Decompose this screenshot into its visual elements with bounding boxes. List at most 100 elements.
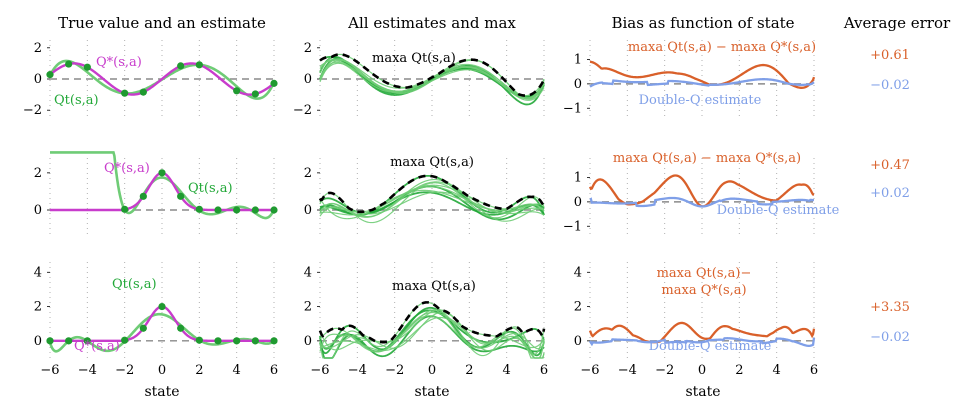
sample-point [65,337,73,345]
y-tick-label: 2 [304,41,312,56]
label-bias-row2: maxa Qt(s,a) − maxa Q*(s,a) [613,151,801,166]
sample-point [177,62,185,70]
x-tick-label: 4 [773,363,781,378]
avg-error-dq-row3: −0.02 [870,330,910,345]
sample-point [121,336,129,344]
label-estimate-row1: Qt(s,a) [54,93,99,108]
estimate-curve [319,301,545,359]
y-tick-label: 1 [574,53,582,68]
x-tick-label: 0 [428,363,436,378]
y-tick-label: 2 [304,166,312,181]
x-tick-label: 6 [810,363,818,378]
panel-row1-true-and-estimate: −2 0 2 [23,40,278,118]
avg-error-q-row3: +3.35 [870,300,910,315]
x-tick-label: 2 [195,363,203,378]
sample-point [177,192,185,200]
x-tick-label: 6 [270,363,278,378]
sample-point [214,337,222,345]
avg-error-dq-row1: −0.02 [870,78,910,93]
xlabel-col1: state [144,384,179,400]
sample-point [251,90,259,98]
double-q-bias-curve [589,196,815,208]
y-tick-label: 2 [304,300,312,315]
max-estimate-curve [318,174,545,214]
sample-point [270,337,278,345]
y-tick-label: 0 [34,72,42,87]
x-tick-label: −2 [655,363,674,378]
double-q-bias-curve [589,78,815,88]
x-tick-label: −6 [40,363,59,378]
y-tick-label: 0 [304,203,312,218]
label-max-estimate-row1: maxa Qt(s,a) [372,51,456,66]
sample-point [121,205,129,213]
x-tick-label: −6 [310,363,329,378]
label-true-value-row2: Q*(s,a) [104,161,150,176]
col4-title: Average error [843,14,951,32]
sample-point [233,87,241,95]
avg-error-q-row1: +0.61 [870,48,910,63]
avg-error-dq-row2: +0.02 [870,186,910,201]
sample-point [65,60,73,68]
y-tick-label: 2 [34,300,42,315]
x-tick-label: 0 [158,363,166,378]
x-tick-label: −4 [78,363,97,378]
true-value-curve [50,305,274,343]
estimate-curve [319,311,545,353]
x-tick-label: 4 [233,363,241,378]
y-tick-label: 4 [574,265,582,280]
xlabel-col2: state [414,384,449,400]
sample-point [233,337,241,345]
panel-row1-bias: −1 0 1 [563,40,816,118]
double-q-bias-curve [588,337,816,347]
sample-point [214,206,222,214]
y-tick-label: 4 [34,265,42,280]
y-tick-label: 0 [574,195,582,210]
y-tick-label: 2 [574,300,582,315]
sample-point [139,324,147,332]
avg-error-q-row2: +0.47 [870,158,910,173]
x-tick-label: −4 [618,363,637,378]
sample-point [251,206,259,214]
label-double-q-row2: Double-Q estimate [717,203,840,218]
x-tick-label: 2 [735,363,743,378]
q-learning-bias-curve [588,321,816,344]
q-learning-bias-curve [589,60,816,89]
panel-row2-all-estimates: 02 [304,158,545,236]
estimate-curve [319,309,545,359]
y-tick-label: 2 [34,41,42,56]
y-tick-label: 4 [304,265,312,280]
y-tick-label: 0 [34,334,42,349]
col1-title: True value and an estimate [58,14,266,32]
estimate-curve [319,316,545,359]
max-estimate-curve [319,53,546,97]
panel-row3-all-estimates: 0 2 4 −6 −4 −2 0 2 4 6 [304,262,548,378]
sample-point [121,89,129,97]
y-tick-label: 0 [574,77,582,92]
max-estimate-curve [318,301,546,344]
label-true-value-row1: Q*(s,a) [96,55,142,70]
estimate-curve [319,58,545,100]
estimate-curve [319,182,545,224]
x-tick-label: −2 [385,363,404,378]
panel-row3-bias: 0 2 4 −6 −4 −2 0 2 4 6 [574,262,818,378]
sample-point [270,206,278,214]
sample-point [83,337,91,345]
x-tick-label: 6 [540,363,548,378]
sample-point [195,336,203,344]
label-bias-row3-line1: maxa Qt(s,a)− [657,266,752,281]
sample-point [46,71,54,79]
estimate-curve [319,178,545,222]
y-tick-label: 0 [574,334,582,349]
y-tick-label: 1 [574,171,582,186]
sample-point [270,79,278,87]
x-tick-label: −2 [115,363,134,378]
sample-point [158,169,166,177]
label-bias-row3-line2: maxa Q*(s,a) [661,283,746,298]
label-estimate-row3: Qt(s,a) [112,277,157,292]
xlabel-col3: state [685,384,720,400]
sample-point [83,63,91,71]
panel-row3-true-and-estimate: 0 2 4 −6 −4 −2 0 2 4 6 [34,262,278,378]
x-tick-label: −6 [580,363,599,378]
